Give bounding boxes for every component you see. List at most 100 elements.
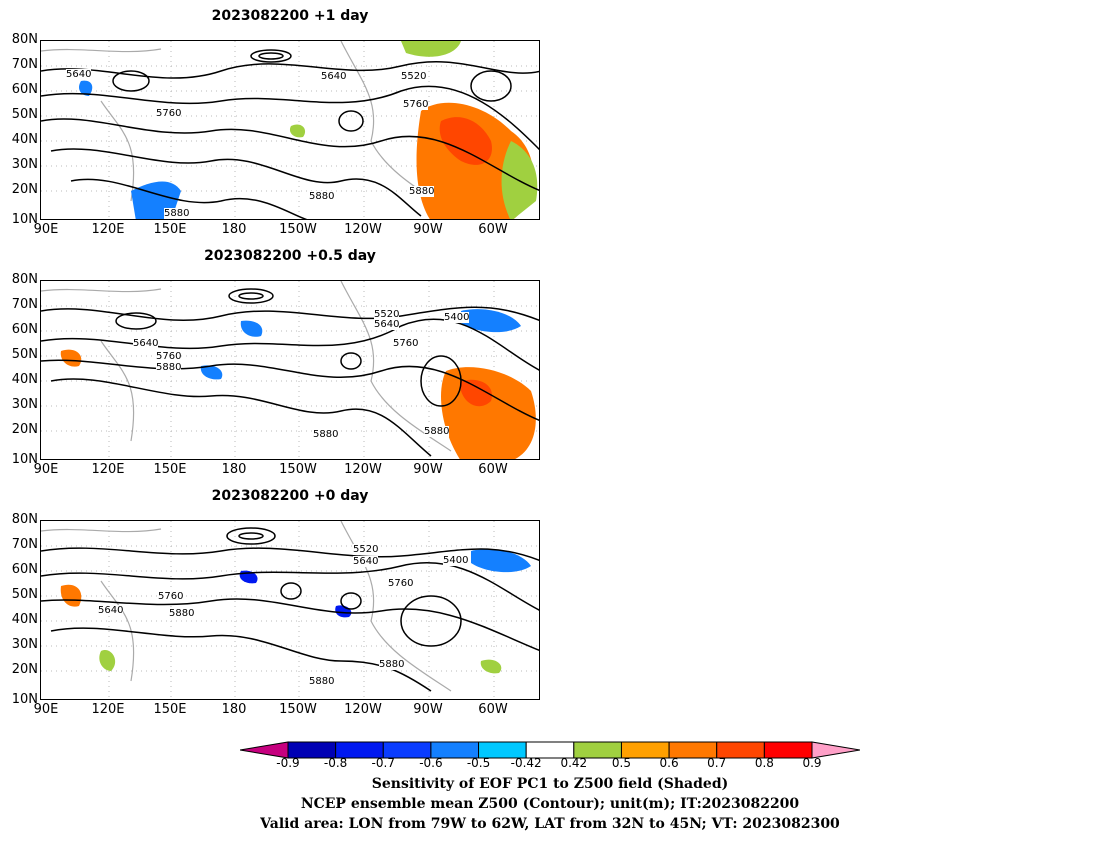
map-svg-1 (41, 41, 539, 219)
lat-tick-label: 30N (11, 157, 38, 172)
lat-tick-label: 10N (11, 692, 38, 707)
lat-tick-label: 10N (11, 212, 38, 227)
colorbar-tick-label: 0.5 (611, 756, 631, 770)
map-svg-2 (41, 281, 539, 459)
lat-tick-label: 70N (11, 297, 38, 312)
lon-tick-label: 150W (279, 222, 317, 237)
contour-label: 5760 (403, 99, 429, 110)
colorbar (240, 741, 860, 759)
contour-label: 5760 (393, 338, 419, 349)
contour-label: 5640 (98, 605, 124, 616)
lat-tick-label: 20N (11, 662, 38, 677)
contour-label: 5880 (156, 362, 182, 373)
contour-label: 5760 (388, 578, 414, 589)
lon-tick-label: 60W (478, 222, 508, 237)
colorbar-tick-label: -0.42 (510, 756, 542, 770)
lon-tick-label: 90W (413, 462, 443, 477)
lat-tick-label: 50N (11, 347, 38, 362)
contour-label: 5640 (374, 319, 400, 330)
contour-label: 5880 (409, 186, 435, 197)
lon-tick-label: 60W (478, 702, 508, 717)
contour-label: 5880 (379, 659, 405, 670)
contour-label: 5760 (158, 591, 184, 602)
lon-tick-label: 120W (344, 702, 382, 717)
lat-tick-label: 50N (11, 107, 38, 122)
colorbar-tick-label: 0.9 (802, 756, 822, 770)
lon-tick-label: 90W (413, 222, 443, 237)
lon-tick-label: 150E (153, 702, 187, 717)
panel-title-1: 2023082200 +1 day (211, 8, 369, 24)
lon-tick-label: 90E (33, 462, 59, 477)
lat-tick-label: 40N (11, 132, 38, 147)
lon-tick-label: 120E (91, 222, 125, 237)
lat-tick-label: 60N (11, 322, 38, 337)
lat-tick-label: 20N (11, 422, 38, 437)
lon-tick-label: 180 (221, 462, 247, 477)
contour-label: 5880 (309, 191, 335, 202)
lat-tick-label: 40N (11, 372, 38, 387)
panel-title-3: 2023082200 +0 day (211, 488, 369, 504)
contour-label: 5640 (133, 338, 159, 349)
lon-tick-label: 150W (279, 702, 317, 717)
lat-tick-label: 80N (11, 32, 38, 47)
colorbar-tick-label: 0.8 (754, 756, 774, 770)
colorbar-tick-label: -0.7 (371, 756, 395, 770)
lon-tick-label: 150E (153, 462, 187, 477)
colorbar-tick-label: 0.7 (707, 756, 727, 770)
lat-tick-label: 40N (11, 612, 38, 627)
contour-label: 5400 (443, 555, 469, 566)
lon-tick-label: 90E (33, 222, 59, 237)
lon-tick-label: 150W (279, 462, 317, 477)
lon-tick-label: 180 (221, 222, 247, 237)
lat-tick-label: 80N (11, 512, 38, 527)
lat-tick-label: 70N (11, 537, 38, 552)
map-panel-2: 5640 5760 5880 5520 5640 5400 5760 5880 … (40, 280, 540, 460)
contour-label: 5760 (156, 108, 182, 119)
colorbar-tick-label: 0.6 (659, 756, 679, 770)
colorbar-tick-label: -0.9 (276, 756, 300, 770)
lon-tick-label: 90E (33, 702, 59, 717)
contour-label: 5520 (401, 71, 427, 82)
caption-line-3: Valid area: LON from 79W to 62W, LAT fro… (260, 816, 840, 832)
contour-label: 5520 (353, 544, 379, 555)
lat-tick-label: 20N (11, 182, 38, 197)
colorbar-tick-label: -0.6 (419, 756, 443, 770)
lon-tick-label: 150E (153, 222, 187, 237)
contour-label: 5880 (424, 426, 450, 437)
lon-tick-label: 120W (344, 462, 382, 477)
lat-tick-label: 60N (11, 562, 38, 577)
colorbar-extend-high (811, 741, 860, 759)
lat-tick-label: 10N (11, 452, 38, 467)
contour-label: 5880 (164, 208, 190, 219)
contour-label: 5880 (309, 676, 335, 687)
map-svg-3 (41, 521, 539, 699)
map-panel-1: 5640 5640 5520 5760 5760 5880 5880 5880 (40, 40, 540, 220)
lon-tick-label: 60W (478, 462, 508, 477)
contour-label: 5640 (353, 556, 379, 567)
lat-tick-label: 50N (11, 587, 38, 602)
colorbar-tick-label: -0.5 (466, 756, 491, 770)
colorbar-tick-label: 0.42 (560, 756, 588, 770)
contour-label: 5880 (313, 429, 339, 440)
contour-label: 5760 (156, 351, 182, 362)
lon-tick-label: 120W (344, 222, 382, 237)
map-panel-3: 5520 5640 5400 5760 5640 5760 5880 5880 … (40, 520, 540, 700)
lon-tick-label: 120E (91, 462, 125, 477)
lat-tick-label: 60N (11, 82, 38, 97)
lat-tick-label: 30N (11, 397, 38, 412)
lon-tick-label: 90W (413, 702, 443, 717)
contour-label: 5640 (66, 69, 92, 80)
lon-tick-label: 120E (91, 702, 125, 717)
panel-title-2: 2023082200 +0.5 day (204, 248, 376, 264)
lat-tick-label: 80N (11, 272, 38, 287)
colorbar-tick-label: -0.8 (323, 756, 348, 770)
contour-label: 5520 (374, 309, 400, 320)
contour-label: 5400 (444, 312, 470, 323)
lat-tick-label: 30N (11, 637, 38, 652)
lat-tick-label: 70N (11, 57, 38, 72)
contour-label: 5640 (321, 71, 347, 82)
lon-tick-label: 180 (221, 702, 247, 717)
caption-line-1: Sensitivity of EOF PC1 to Z500 field (Sh… (371, 776, 729, 792)
caption-line-2: NCEP ensemble mean Z500 (Contour); unit(… (300, 796, 800, 812)
contour-label: 5880 (169, 608, 195, 619)
